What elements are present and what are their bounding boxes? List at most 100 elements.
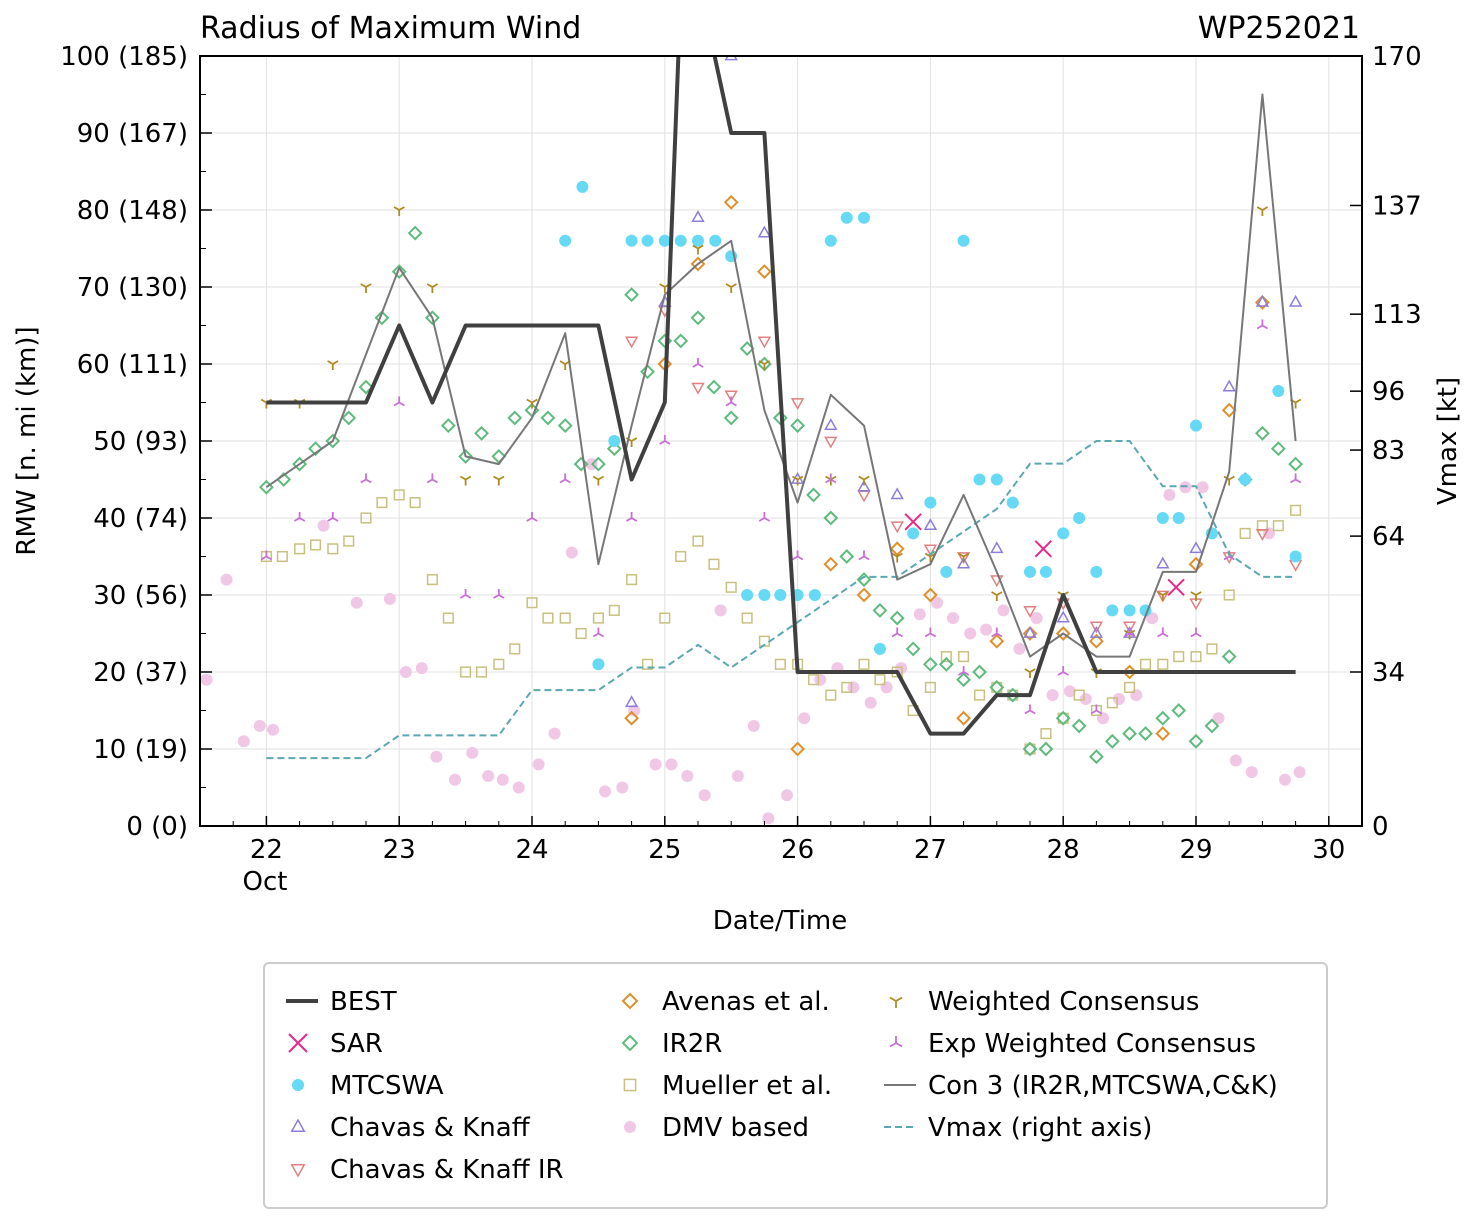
y-tick-label: 60 (111) (77, 350, 188, 380)
dmv-based-point (880, 681, 893, 694)
legend-label: Avenas et al. (662, 987, 830, 1017)
legend-item-vmax-right-axis: Vmax (right axis) (884, 1113, 1152, 1143)
ir2r-point (440, 418, 456, 434)
exp-weighted-consensus-point (1123, 627, 1136, 638)
avenas-et-al-point (723, 194, 739, 210)
y2-axis-title: Vmax [kt] (1433, 377, 1463, 505)
legend-swatch (290, 1164, 306, 1178)
y-tick-label: 30 (56) (93, 581, 188, 611)
chavas-knaff-point (1288, 294, 1303, 307)
mueller-et-al-point (526, 597, 538, 609)
ir2r-point (573, 456, 589, 472)
ir2r-point (1104, 733, 1120, 749)
weighted-consensus-point (991, 591, 1003, 601)
avenas-et-al-point (624, 710, 640, 726)
mueller-et-al-point (509, 643, 521, 655)
legend-item-sar: SAR (288, 1029, 383, 1059)
ir2r-point (424, 310, 440, 326)
exp-weighted-consensus-point (393, 396, 405, 407)
series-exp-weighted-consensus (260, 319, 1302, 715)
mtcswa-point (957, 234, 970, 247)
exp-weighted-consensus-point (1289, 473, 1302, 484)
weighted-consensus-point (692, 244, 704, 255)
dmv-based-point (237, 735, 250, 748)
mtcswa-point (641, 234, 654, 247)
chavas-knaff-point (857, 479, 871, 492)
ir2r-point (1254, 425, 1270, 441)
dmv-based-point (482, 769, 495, 782)
chavas-knaff-point (890, 487, 904, 500)
mtcswa-point (709, 234, 722, 247)
chavas-knaff-point (691, 210, 705, 223)
dmv-based-point (200, 673, 213, 686)
legend-item-mtcswa: MTCSWA (292, 1071, 444, 1101)
exp-weighted-consensus-point (725, 396, 737, 407)
avenas-et-al-point (856, 587, 872, 603)
mtcswa-point (907, 527, 920, 540)
ir2r-point (590, 456, 606, 472)
legend-item-weighted-consensus: Weighted Consensus (889, 987, 1199, 1017)
dmv-based-point (548, 727, 561, 740)
x-tick-label: 28 (1047, 835, 1080, 865)
x-tick-label: 26 (781, 835, 814, 865)
dmv-based-point (1063, 685, 1076, 698)
storm-id: WP252021 (1198, 11, 1360, 46)
series-mtcswa (559, 180, 1302, 671)
chavas-knaff-ir-point (1122, 621, 1137, 634)
mueller-et-al-point (973, 689, 986, 701)
ir2r-point (640, 364, 655, 380)
x-tick-label: 22 (250, 835, 283, 865)
chavas-knaff-ir-point (1255, 529, 1270, 541)
mtcswa-point (1123, 604, 1136, 617)
dmv-based-point (532, 758, 545, 771)
mueller-et-al-point (774, 658, 786, 670)
dmv-based-point (913, 608, 926, 621)
y2-tick-label: 96 (1372, 377, 1405, 407)
ir2r-point (325, 433, 341, 449)
avenas-et-al-point (823, 556, 839, 572)
weighted-consensus-point (493, 475, 505, 486)
y-axis-title: RMW [n. mi (km)] (12, 326, 42, 555)
dmv-based-point (565, 546, 578, 559)
y-tick-label: 0 (0) (126, 812, 188, 842)
mtcswa-point (858, 211, 870, 224)
legend-swatch (889, 1036, 903, 1048)
legend-swatch (292, 1079, 304, 1091)
plot-area (200, 56, 1306, 825)
ir2r-point (606, 441, 622, 457)
chavas-knaff-point (1056, 610, 1070, 623)
ir2r-point (972, 664, 987, 680)
mtcswa-point (940, 565, 953, 578)
y-tick-label: 80 (148) (77, 196, 188, 226)
mtcswa-point (608, 435, 621, 447)
dmv-based-point (267, 723, 280, 736)
ir2r-point (491, 448, 507, 464)
y2-tick-label: 137 (1372, 191, 1422, 221)
dmv-based-point (814, 673, 827, 686)
dmv-based-point (430, 750, 443, 763)
ir2r-point (308, 441, 323, 457)
mtcswa-point (1172, 512, 1185, 524)
y-tick-label: 20 (37) (93, 658, 188, 688)
chavas-knaff-ir-point (956, 552, 971, 565)
dmv-based-point (1278, 773, 1291, 786)
legend-label: MTCSWA (330, 1071, 444, 1101)
dmv-based-point (714, 604, 727, 617)
mueller-et-al-point (626, 574, 638, 586)
ir2r-point (1022, 741, 1038, 757)
series-con-3-ir2r-mtcswa-c-k (265, 93, 1297, 658)
legend-label: SAR (330, 1029, 383, 1059)
legend-item-exp-weighted-consensus: Exp Weighted Consensus (889, 1029, 1256, 1059)
avenas-et-al-point (790, 741, 806, 757)
chavas-knaff-point (1255, 294, 1270, 307)
exp-weighted-consensus-point (791, 550, 804, 561)
ir2r-point (624, 287, 640, 303)
dmv-based-point (1212, 712, 1225, 725)
ir2r-point (823, 510, 839, 526)
mtcswa-point (1272, 384, 1285, 397)
ir2r-point (1204, 718, 1220, 734)
dmv-based-point (780, 789, 793, 802)
legend-swatch (621, 1034, 639, 1052)
weighted-consensus-point (1256, 206, 1269, 216)
legend-item-avenas-et-al: Avenas et al. (621, 987, 830, 1017)
